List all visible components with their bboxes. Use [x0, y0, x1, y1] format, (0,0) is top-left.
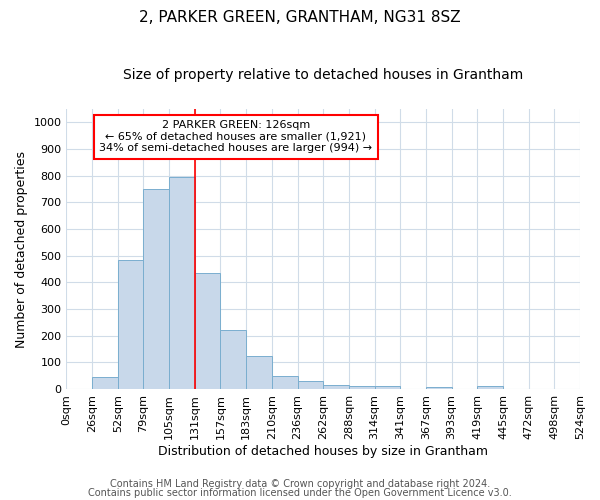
Bar	[169, 177, 195, 389]
Bar	[426, 387, 452, 389]
Y-axis label: Number of detached properties: Number of detached properties	[15, 150, 28, 348]
Bar	[195, 273, 220, 389]
Bar	[323, 385, 349, 389]
Bar	[298, 381, 323, 389]
Bar	[272, 376, 298, 389]
X-axis label: Distribution of detached houses by size in Grantham: Distribution of detached houses by size …	[158, 444, 488, 458]
Text: 2, PARKER GREEN, GRANTHAM, NG31 8SZ: 2, PARKER GREEN, GRANTHAM, NG31 8SZ	[139, 10, 461, 25]
Title: Size of property relative to detached houses in Grantham: Size of property relative to detached ho…	[123, 68, 523, 82]
Bar	[246, 356, 272, 389]
Text: Contains public sector information licensed under the Open Government Licence v3: Contains public sector information licen…	[88, 488, 512, 498]
Bar	[92, 377, 118, 389]
Bar	[118, 260, 143, 389]
Bar	[477, 386, 503, 389]
Bar	[374, 386, 400, 389]
Text: Contains HM Land Registry data © Crown copyright and database right 2024.: Contains HM Land Registry data © Crown c…	[110, 479, 490, 489]
Bar	[349, 386, 374, 389]
Bar	[143, 189, 169, 389]
Text: 2 PARKER GREEN: 126sqm
← 65% of detached houses are smaller (1,921)
34% of semi-: 2 PARKER GREEN: 126sqm ← 65% of detached…	[100, 120, 373, 154]
Bar	[220, 330, 246, 389]
